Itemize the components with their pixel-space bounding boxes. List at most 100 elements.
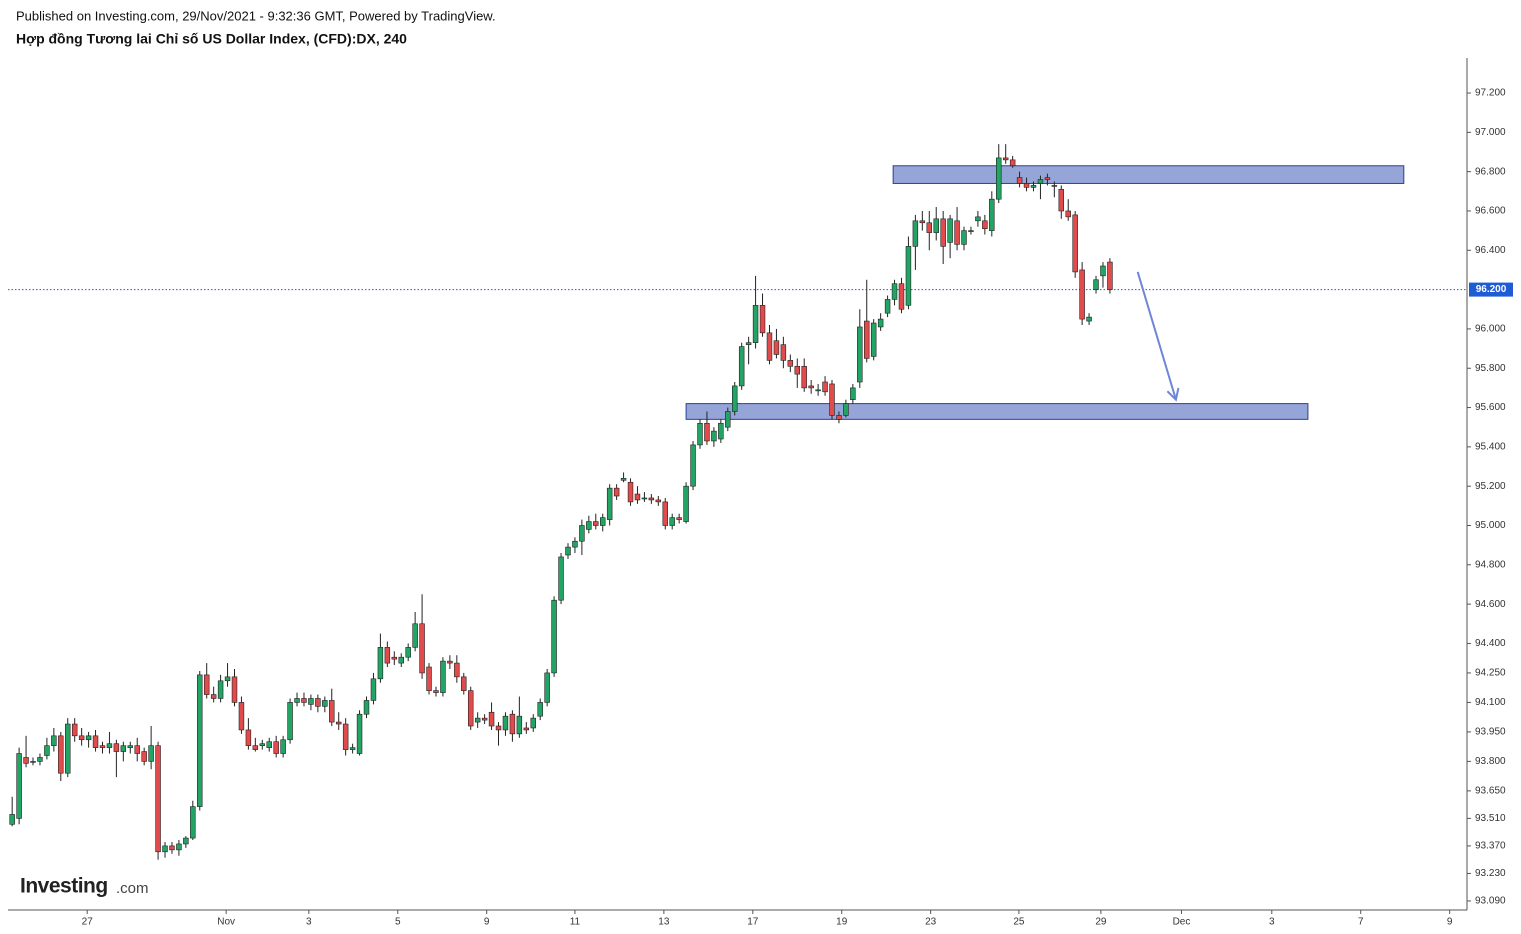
candle-body (412, 623, 418, 648)
candle-body (467, 690, 474, 727)
y-tick-label: 96.600 (1475, 206, 1506, 217)
candle-body (335, 721, 342, 725)
candle-body (1009, 159, 1016, 167)
candle-body (808, 385, 814, 389)
candle-body (738, 346, 745, 387)
candle-body (850, 387, 856, 400)
candle-body (662, 501, 668, 526)
candle-body (252, 745, 259, 750)
x-tick-label: 19 (836, 917, 848, 928)
candle-body (155, 745, 161, 853)
candle-body (495, 725, 502, 731)
candle-body (384, 647, 391, 664)
candle-body (1058, 189, 1065, 212)
candle-body (85, 735, 92, 741)
x-tick-label: 7 (1358, 917, 1364, 928)
candle-body (572, 540, 578, 548)
x-tick-label: 23 (925, 917, 937, 928)
candle-body (711, 430, 717, 442)
candle-body (51, 735, 57, 746)
candle-body (203, 674, 210, 695)
candle-body (294, 698, 300, 703)
y-tick-label: 93.230 (1475, 868, 1506, 879)
y-tick-label: 96.000 (1475, 324, 1506, 335)
x-tick-label: 11 (570, 917, 581, 928)
candle-body (329, 700, 335, 723)
y-tick-label: 94.100 (1475, 697, 1506, 708)
candle-body (1051, 185, 1058, 187)
y-tick-label: 97.000 (1475, 127, 1506, 138)
candle-body (370, 678, 377, 701)
candle-body (134, 745, 140, 754)
candle-body (599, 517, 606, 526)
y-tick-label: 93.650 (1475, 786, 1506, 797)
candle-body (266, 741, 272, 748)
candle-body (982, 220, 988, 229)
candle-body (1079, 269, 1085, 320)
candle-body (1065, 210, 1071, 218)
candle-body (648, 497, 655, 501)
candle-body (857, 326, 863, 383)
candle-body (1016, 177, 1023, 184)
candle-body (926, 222, 933, 233)
candle-body (342, 723, 349, 750)
published-note: Published on Investing.com, 29/Nov/2021 … (16, 8, 496, 23)
candles (9, 144, 1113, 860)
candle-body (829, 383, 835, 416)
candle-body (794, 365, 800, 375)
candle-body (461, 676, 467, 691)
candle-body (322, 700, 328, 707)
candle-body (405, 647, 411, 658)
candle-body (287, 702, 293, 741)
candle-body (92, 735, 99, 748)
candle-body (426, 666, 432, 691)
candle-body (864, 320, 870, 359)
candle-body (683, 485, 689, 522)
candle-body (836, 415, 842, 420)
candle-body (1044, 177, 1051, 180)
x-tick-label: Nov (217, 917, 235, 928)
arrow-shaft (1136, 271, 1177, 400)
candle-body (1086, 316, 1092, 322)
candle-body (843, 403, 849, 416)
candle-body (440, 660, 446, 693)
candle-body (551, 599, 557, 674)
candle-body (996, 157, 1002, 200)
candle-body (1107, 261, 1113, 290)
candle-body (655, 499, 662, 503)
candle-body (99, 745, 106, 748)
candle-body (23, 757, 29, 764)
candle-body (579, 525, 585, 542)
candle-body (961, 230, 967, 245)
logo: Investing .com (20, 875, 149, 898)
candle-body (37, 757, 43, 762)
candle-body (113, 743, 120, 752)
y-tick-label: 97.200 (1475, 88, 1506, 99)
candle-body (1037, 179, 1044, 184)
candle-body (975, 216, 981, 222)
candle-body (363, 700, 370, 715)
candle-body (968, 230, 974, 232)
candle-body (169, 845, 175, 851)
price-zone (892, 165, 1405, 184)
x-tick-label: 9 (1447, 917, 1453, 928)
logo-suffix: .com (116, 880, 149, 897)
candle-body (558, 556, 564, 601)
y-tick-label: 95.000 (1475, 520, 1506, 531)
y-tick-label: 93.370 (1475, 841, 1506, 852)
candle-body (641, 497, 648, 500)
candle-body (488, 711, 495, 727)
candle-body (690, 444, 696, 487)
candle-body (732, 385, 738, 412)
x-tick-label: 27 (82, 917, 94, 928)
candle-body (544, 672, 550, 703)
candle-body (1023, 183, 1030, 188)
candle-body (877, 318, 884, 328)
candle-body (447, 660, 453, 664)
candle-body (773, 340, 780, 355)
candle-body (822, 381, 828, 393)
candle-body (752, 305, 759, 343)
y-tick-label: 94.600 (1475, 599, 1506, 610)
candle-body (676, 517, 682, 520)
chart-title: Hợp đồng Tương lai Chỉ số US Dollar Inde… (16, 31, 407, 47)
